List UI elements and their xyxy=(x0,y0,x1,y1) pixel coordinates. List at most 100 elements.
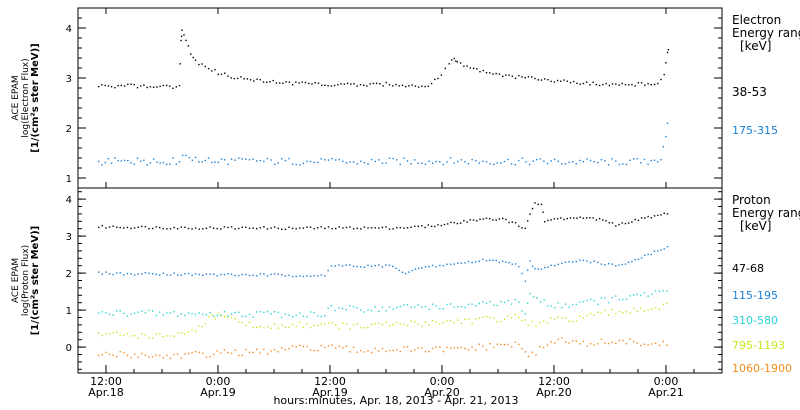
data-point xyxy=(374,264,376,267)
data-point xyxy=(622,298,624,301)
data-point xyxy=(399,350,401,353)
data-point xyxy=(622,312,624,314)
data-point xyxy=(508,221,510,224)
data-point xyxy=(345,162,348,164)
x-tick-time: 12:00 xyxy=(538,375,570,388)
data-point xyxy=(489,218,491,220)
data-point xyxy=(230,226,233,228)
data-point xyxy=(166,274,168,276)
data-point xyxy=(224,316,226,318)
data-point xyxy=(295,346,297,348)
data-point xyxy=(611,341,613,343)
data-point xyxy=(184,226,186,228)
data-point xyxy=(498,261,501,264)
data-point xyxy=(299,344,301,347)
data-point xyxy=(202,274,204,276)
data-point xyxy=(227,75,229,77)
data-point xyxy=(554,318,556,320)
data-point xyxy=(112,331,114,334)
data-point xyxy=(495,219,497,221)
data-point xyxy=(405,85,407,88)
data-point xyxy=(618,339,621,342)
data-point xyxy=(524,351,526,353)
data-point xyxy=(531,320,533,323)
data-point xyxy=(449,347,452,349)
data-point xyxy=(266,275,269,277)
data-point xyxy=(575,303,577,306)
data-point xyxy=(514,341,516,343)
data-point xyxy=(618,264,620,266)
x-tick-date: Apr.21 xyxy=(648,386,684,399)
data-point xyxy=(382,85,384,87)
plot-frame xyxy=(77,7,723,374)
series-795-1193 xyxy=(98,302,668,340)
data-point xyxy=(435,160,437,163)
data-point xyxy=(381,266,384,268)
data-point xyxy=(546,344,549,346)
data-point xyxy=(207,67,210,70)
data-point xyxy=(126,332,129,335)
data-point xyxy=(435,266,437,268)
data-point xyxy=(317,315,319,317)
data-point xyxy=(194,156,197,159)
data-point xyxy=(198,325,200,327)
data-point xyxy=(370,351,373,354)
data-point xyxy=(378,159,380,161)
data-point xyxy=(466,65,468,67)
data-point xyxy=(471,322,473,324)
data-point xyxy=(281,158,283,160)
data-point xyxy=(443,223,446,226)
data-point xyxy=(148,337,150,339)
data-point xyxy=(561,337,563,339)
data-point xyxy=(439,161,441,163)
data-point xyxy=(202,313,204,315)
data-point xyxy=(270,327,272,329)
data-point xyxy=(654,342,657,344)
data-point xyxy=(546,305,549,307)
data-point xyxy=(230,158,233,160)
data-point xyxy=(451,59,453,61)
data-point xyxy=(662,146,665,148)
data-point xyxy=(223,349,226,351)
data-point xyxy=(159,311,161,313)
data-point xyxy=(378,322,380,325)
y-tick-label: 3 xyxy=(66,74,72,85)
data-point xyxy=(241,315,243,318)
data-point xyxy=(155,314,157,317)
data-point xyxy=(363,226,366,228)
data-point xyxy=(266,228,269,230)
data-point xyxy=(575,320,577,322)
data-point xyxy=(640,344,642,347)
data-point xyxy=(631,83,633,86)
data-point xyxy=(392,349,394,352)
data-point xyxy=(374,323,376,325)
data-point xyxy=(108,313,111,315)
data-point xyxy=(191,228,193,230)
data-point xyxy=(662,290,664,292)
data-point xyxy=(475,305,477,307)
data-point xyxy=(191,329,193,331)
data-point xyxy=(403,323,405,326)
y-tick-label: 2 xyxy=(66,269,72,280)
x-axis: 12:00Apr.180:00Apr.1912:00Apr.190:00Apr.… xyxy=(77,8,723,399)
data-point xyxy=(446,320,448,322)
data-point xyxy=(112,225,114,227)
data-point xyxy=(600,312,603,314)
data-point xyxy=(360,228,362,230)
data-point xyxy=(263,348,265,351)
data-point xyxy=(184,314,186,317)
data-point xyxy=(589,312,592,315)
data-point xyxy=(540,79,543,81)
data-point xyxy=(321,84,323,87)
data-point xyxy=(507,315,509,317)
data-point xyxy=(653,83,656,86)
data-point xyxy=(259,311,261,313)
y-axis-label-line: ACE EPAM xyxy=(11,258,21,303)
x-tick-date: Apr.19 xyxy=(312,386,348,399)
data-point xyxy=(604,297,606,299)
data-point xyxy=(162,272,164,274)
data-point xyxy=(542,211,544,213)
data-point xyxy=(399,305,401,308)
data-point xyxy=(434,225,436,228)
data-point xyxy=(618,223,620,226)
